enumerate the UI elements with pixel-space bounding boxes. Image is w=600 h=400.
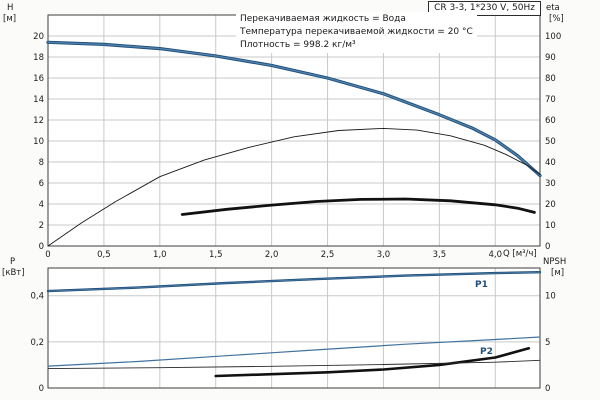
svg-text:16: 16 xyxy=(33,74,44,84)
head-axis-symbol: H xyxy=(7,3,14,13)
svg-text:40: 40 xyxy=(545,158,556,168)
svg-text:2,0: 2,0 xyxy=(265,250,279,260)
svg-text:20: 20 xyxy=(545,200,556,210)
annotation-density: Плотность = 998.2 кг/м³ xyxy=(240,40,356,50)
series-eta xyxy=(47,127,541,247)
p1-curve-label: P1 xyxy=(475,280,488,290)
svg-text:3,5: 3,5 xyxy=(433,250,447,260)
head-axis-unit: [м] xyxy=(3,14,17,24)
power-axis-symbol: P xyxy=(10,257,16,267)
series-P2 xyxy=(47,336,541,367)
svg-text:6: 6 xyxy=(39,179,44,189)
svg-text:8: 8 xyxy=(39,158,44,168)
svg-text:0: 0 xyxy=(39,384,44,394)
svg-text:4: 4 xyxy=(39,200,44,210)
svg-text:10: 10 xyxy=(33,137,44,147)
svg-text:10: 10 xyxy=(545,292,556,302)
svg-text:1,0: 1,0 xyxy=(153,250,167,260)
series-NPSH xyxy=(214,346,531,378)
svg-text:12: 12 xyxy=(33,116,44,126)
svg-text:3,0: 3,0 xyxy=(377,250,391,260)
svg-text:14: 14 xyxy=(33,95,44,105)
svg-text:2: 2 xyxy=(39,221,44,231)
svg-text:0,4: 0,4 xyxy=(30,292,44,302)
fluid-annotations: Перекачиваемая жидкость = Вода Температу… xyxy=(236,12,477,53)
p2-curve-label: P2 xyxy=(480,347,493,357)
svg-text:0: 0 xyxy=(39,242,44,252)
svg-text:80: 80 xyxy=(545,74,556,84)
svg-text:90: 90 xyxy=(545,53,556,63)
svg-text:20: 20 xyxy=(33,32,44,42)
annotation-fluid: Перекачиваемая жидкость = Вода xyxy=(240,14,406,24)
series-NPSH thin xyxy=(47,359,541,370)
power-axis-unit: [кВт] xyxy=(2,268,25,278)
svg-text:18: 18 xyxy=(33,53,44,63)
svg-text:0: 0 xyxy=(545,242,550,252)
flow-axis-label: Q [м³/ч] xyxy=(503,249,537,259)
npsh-axis-symbol: NPSH xyxy=(543,257,567,267)
svg-text:50: 50 xyxy=(545,137,556,147)
annotation-temperature: Температура перекачиваемой жидкости = 20… xyxy=(240,27,473,37)
eta-axis-unit: [%] xyxy=(549,14,564,24)
npsh-axis-unit: [м] xyxy=(551,268,565,278)
svg-text:1,5: 1,5 xyxy=(209,250,223,260)
svg-text:0,5: 0,5 xyxy=(97,250,111,260)
svg-text:0: 0 xyxy=(45,250,50,260)
svg-text:10: 10 xyxy=(545,221,556,231)
svg-text:30: 30 xyxy=(545,179,556,189)
svg-text:4,0: 4,0 xyxy=(489,250,503,260)
series-eta total xyxy=(180,197,536,216)
svg-text:0,2: 0,2 xyxy=(30,338,44,348)
svg-text:100: 100 xyxy=(545,32,561,42)
svg-text:60: 60 xyxy=(545,116,556,126)
svg-text:0: 0 xyxy=(545,384,550,394)
svg-text:70: 70 xyxy=(545,95,556,105)
svg-text:2,5: 2,5 xyxy=(321,250,335,260)
svg-text:5: 5 xyxy=(545,338,550,348)
eta-axis-symbol: eta xyxy=(546,3,560,13)
